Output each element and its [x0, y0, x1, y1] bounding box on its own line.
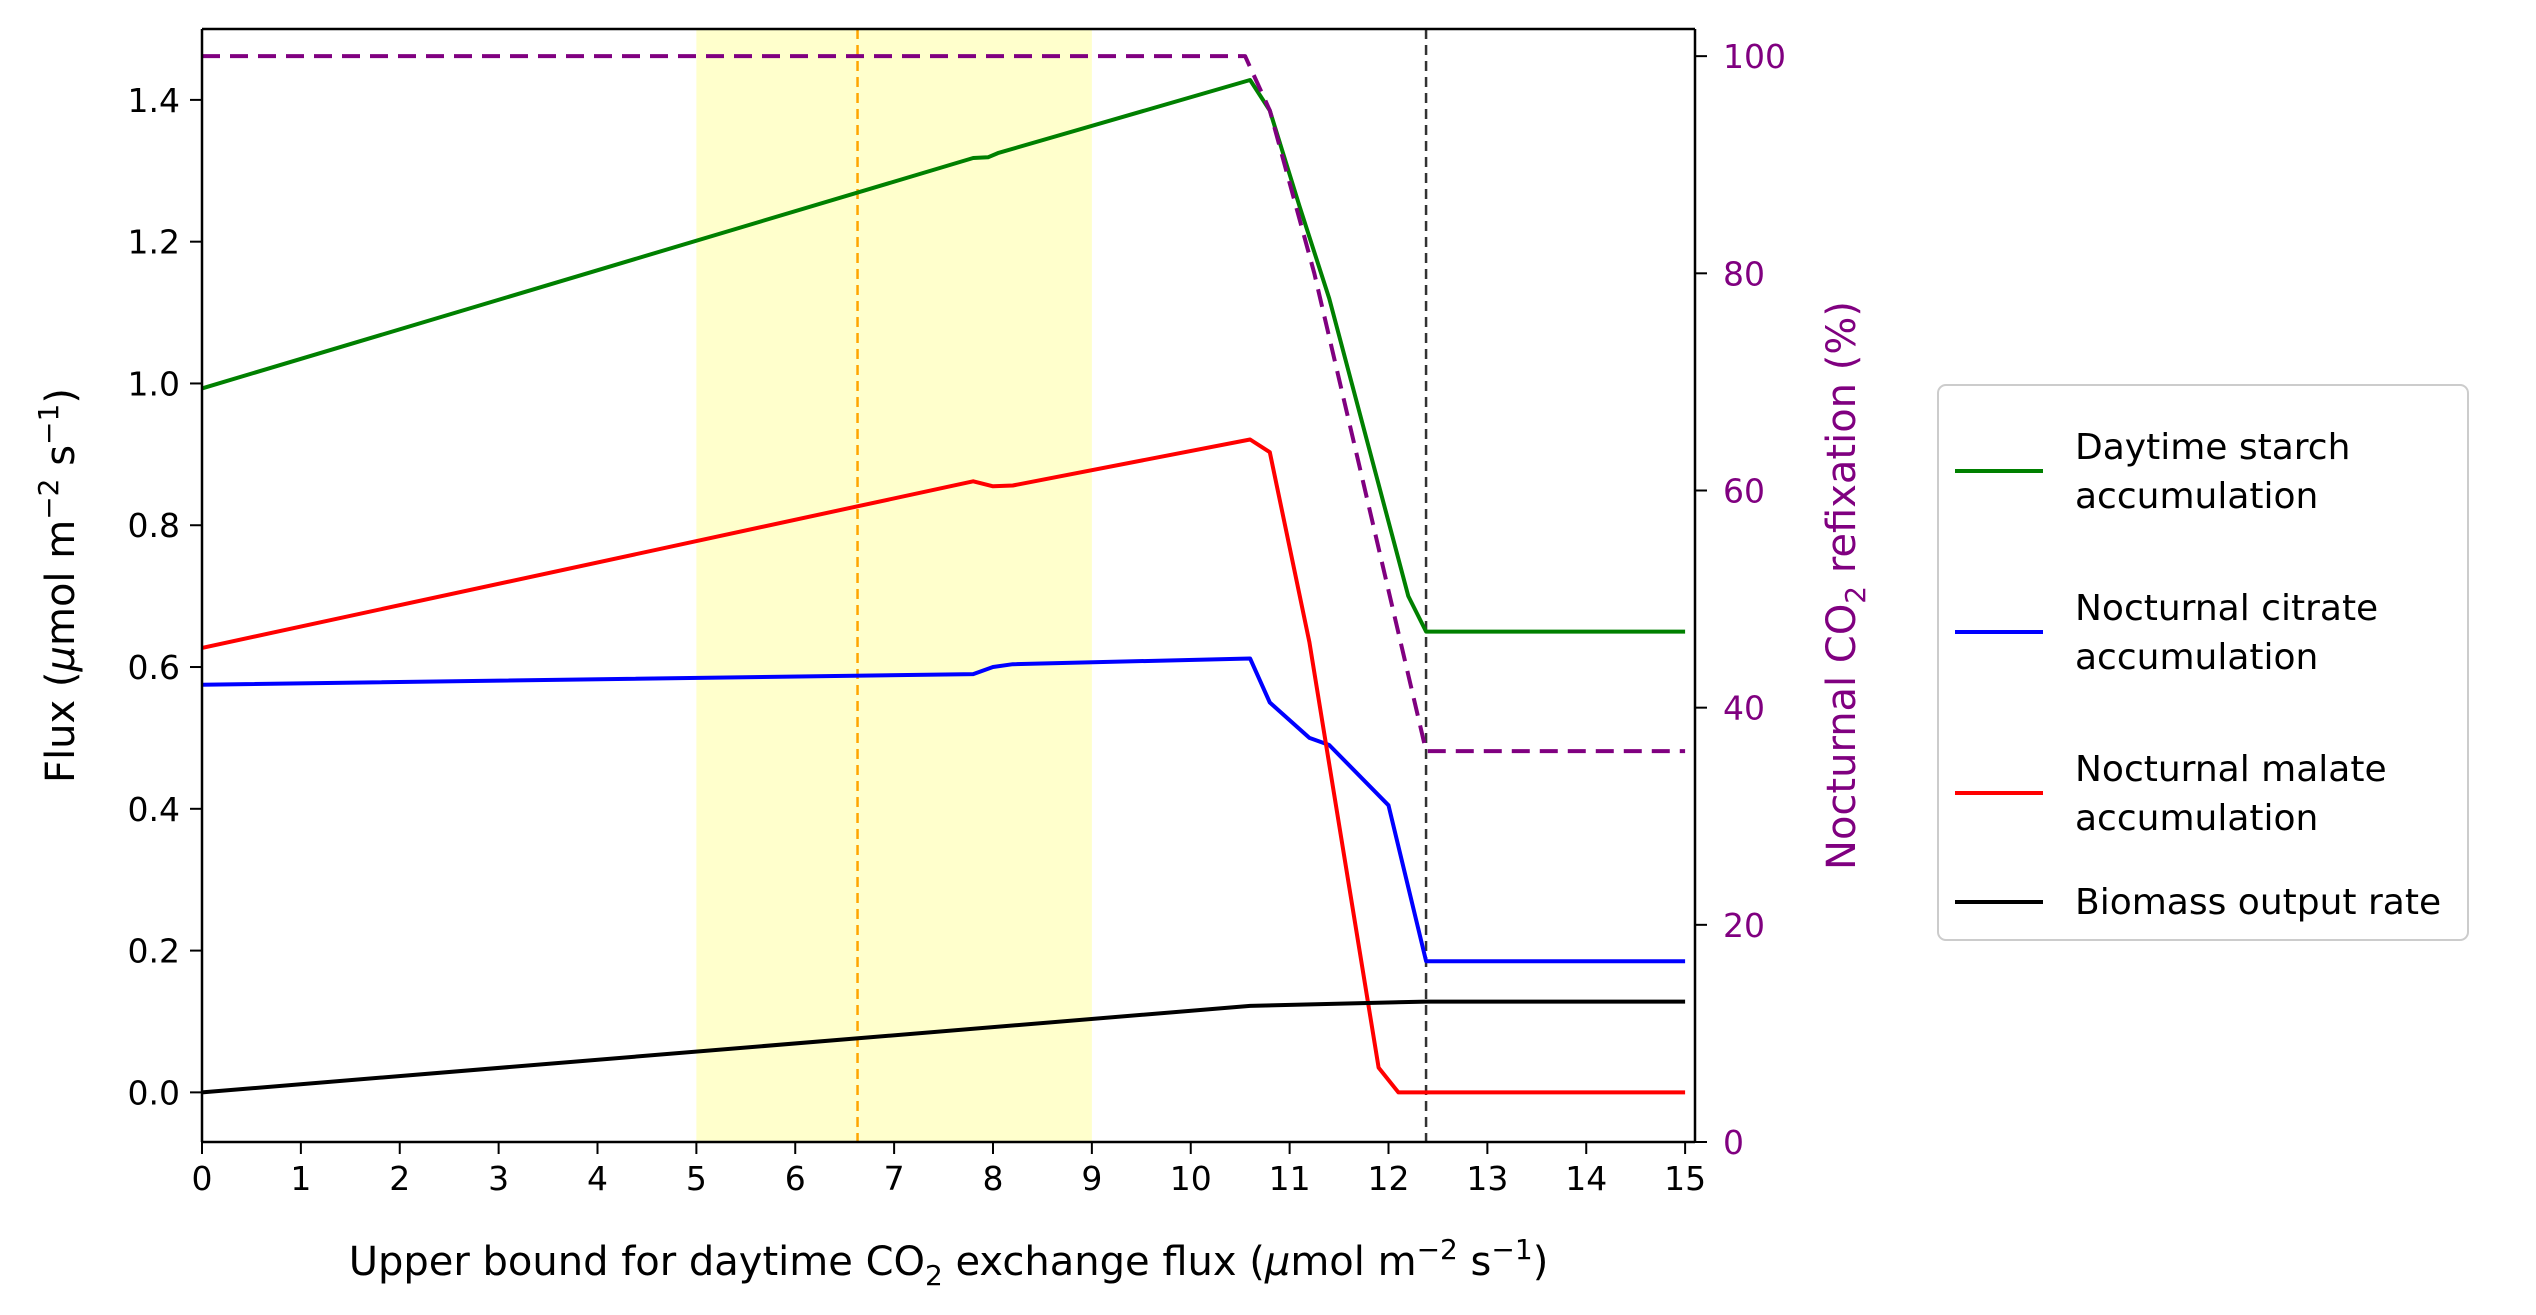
subscript: 2	[1839, 586, 1872, 604]
label-part: mol m	[38, 520, 84, 646]
label-part: mol m	[1290, 1239, 1416, 1285]
label-part: refixation (%)	[1819, 301, 1865, 586]
series-line-3	[201, 999, 1686, 1095]
shaded-region	[696, 29, 1092, 1142]
label-part: )	[1533, 1239, 1549, 1285]
superscript: −2	[1417, 1233, 1458, 1266]
x-tick-label: 6	[785, 1159, 806, 1198]
series-line-1	[201, 656, 1686, 964]
y-left-axis-label: Flux (μmol m−2 s−1)	[32, 388, 84, 783]
label-part: μ	[38, 646, 84, 672]
legend-label: accumulation	[2075, 798, 2318, 839]
x-tick-label: 10	[1170, 1159, 1212, 1198]
label-part: Flux (	[38, 671, 84, 782]
x-tick-label: 12	[1367, 1159, 1409, 1198]
label-part: s	[1458, 1239, 1492, 1285]
legend-label: Nocturnal citrate	[2075, 588, 2378, 629]
x-tick-label: 2	[389, 1159, 410, 1198]
superscript: −1	[1491, 1233, 1532, 1266]
superscript: −2	[32, 479, 65, 520]
axes-layer: 0 1 2 3 4 5 6 7 8 9 10 11 12 13 14 150.00.20.40.60.81.0…	[32, 27, 1872, 1292]
subscript: 2	[925, 1259, 943, 1292]
y-left-tick-label: 1.0	[128, 364, 180, 403]
y-right-tick-label: 60	[1723, 471, 1765, 510]
x-tick-label: 0	[192, 1159, 213, 1198]
y-left-tick-label: 0.8	[128, 506, 180, 545]
label-part: μ	[1264, 1239, 1290, 1285]
y-left-tick-label: 0.0	[128, 1073, 180, 1112]
y-left-tick-label: 1.4	[128, 81, 180, 120]
series-layer	[201, 54, 1686, 1095]
legend-label: Nocturnal malate	[2075, 749, 2387, 790]
legend-box	[1937, 384, 2469, 941]
y-left-tick-label: 0.6	[128, 648, 180, 687]
label-part: Upper bound for daytime CO	[349, 1239, 925, 1285]
y-right-tick-label: 20	[1723, 906, 1765, 945]
x-tick-label: 11	[1269, 1159, 1311, 1198]
x-tick-label: 15	[1664, 1159, 1706, 1198]
legend-label: Daytime starch	[2075, 427, 2350, 468]
y-right-tick-label: 80	[1723, 254, 1765, 293]
x-tick-label: 9	[1081, 1159, 1102, 1198]
y-left-tick-label: 0.2	[128, 932, 180, 971]
legend: Daytime starch accumulation Nocturnal citr…	[1937, 384, 2469, 941]
x-tick-label: 13	[1466, 1159, 1508, 1198]
x-tick-label: 4	[587, 1159, 608, 1198]
x-axis-label: Upper bound for daytime CO2 exchange flu…	[349, 1233, 1549, 1292]
y-right-tick-label: 100	[1723, 37, 1786, 76]
series-line-2	[201, 437, 1686, 1095]
x-tick-label: 3	[488, 1159, 509, 1198]
legend-label: accumulation	[2075, 637, 2318, 678]
superscript: −1	[32, 404, 65, 445]
x-tick-label: 14	[1565, 1159, 1607, 1198]
label-part: )	[38, 388, 84, 404]
legend-label: accumulation	[2075, 476, 2318, 517]
y-right-tick-label: 0	[1723, 1123, 1744, 1162]
y-left-tick-label: 0.4	[128, 790, 180, 829]
label-part: s	[38, 445, 84, 479]
label-part: exchange flux (	[943, 1239, 1265, 1285]
y-right-tick-label: 40	[1723, 689, 1765, 728]
label-part: Nocturnal CO	[1819, 604, 1865, 870]
legend-label: Biomass output rate	[2075, 882, 2441, 923]
y-right-axis-label: Nocturnal CO2 refixation (%)	[1819, 301, 1872, 870]
x-tick-label: 8	[982, 1159, 1003, 1198]
y-left-tick-label: 1.2	[128, 223, 180, 262]
x-tick-label: 5	[686, 1159, 707, 1198]
x-tick-label: 7	[884, 1159, 905, 1198]
series-line-4	[202, 54, 1686, 754]
plot-background-layer	[696, 29, 1428, 1142]
x-tick-label: 1	[290, 1159, 311, 1198]
